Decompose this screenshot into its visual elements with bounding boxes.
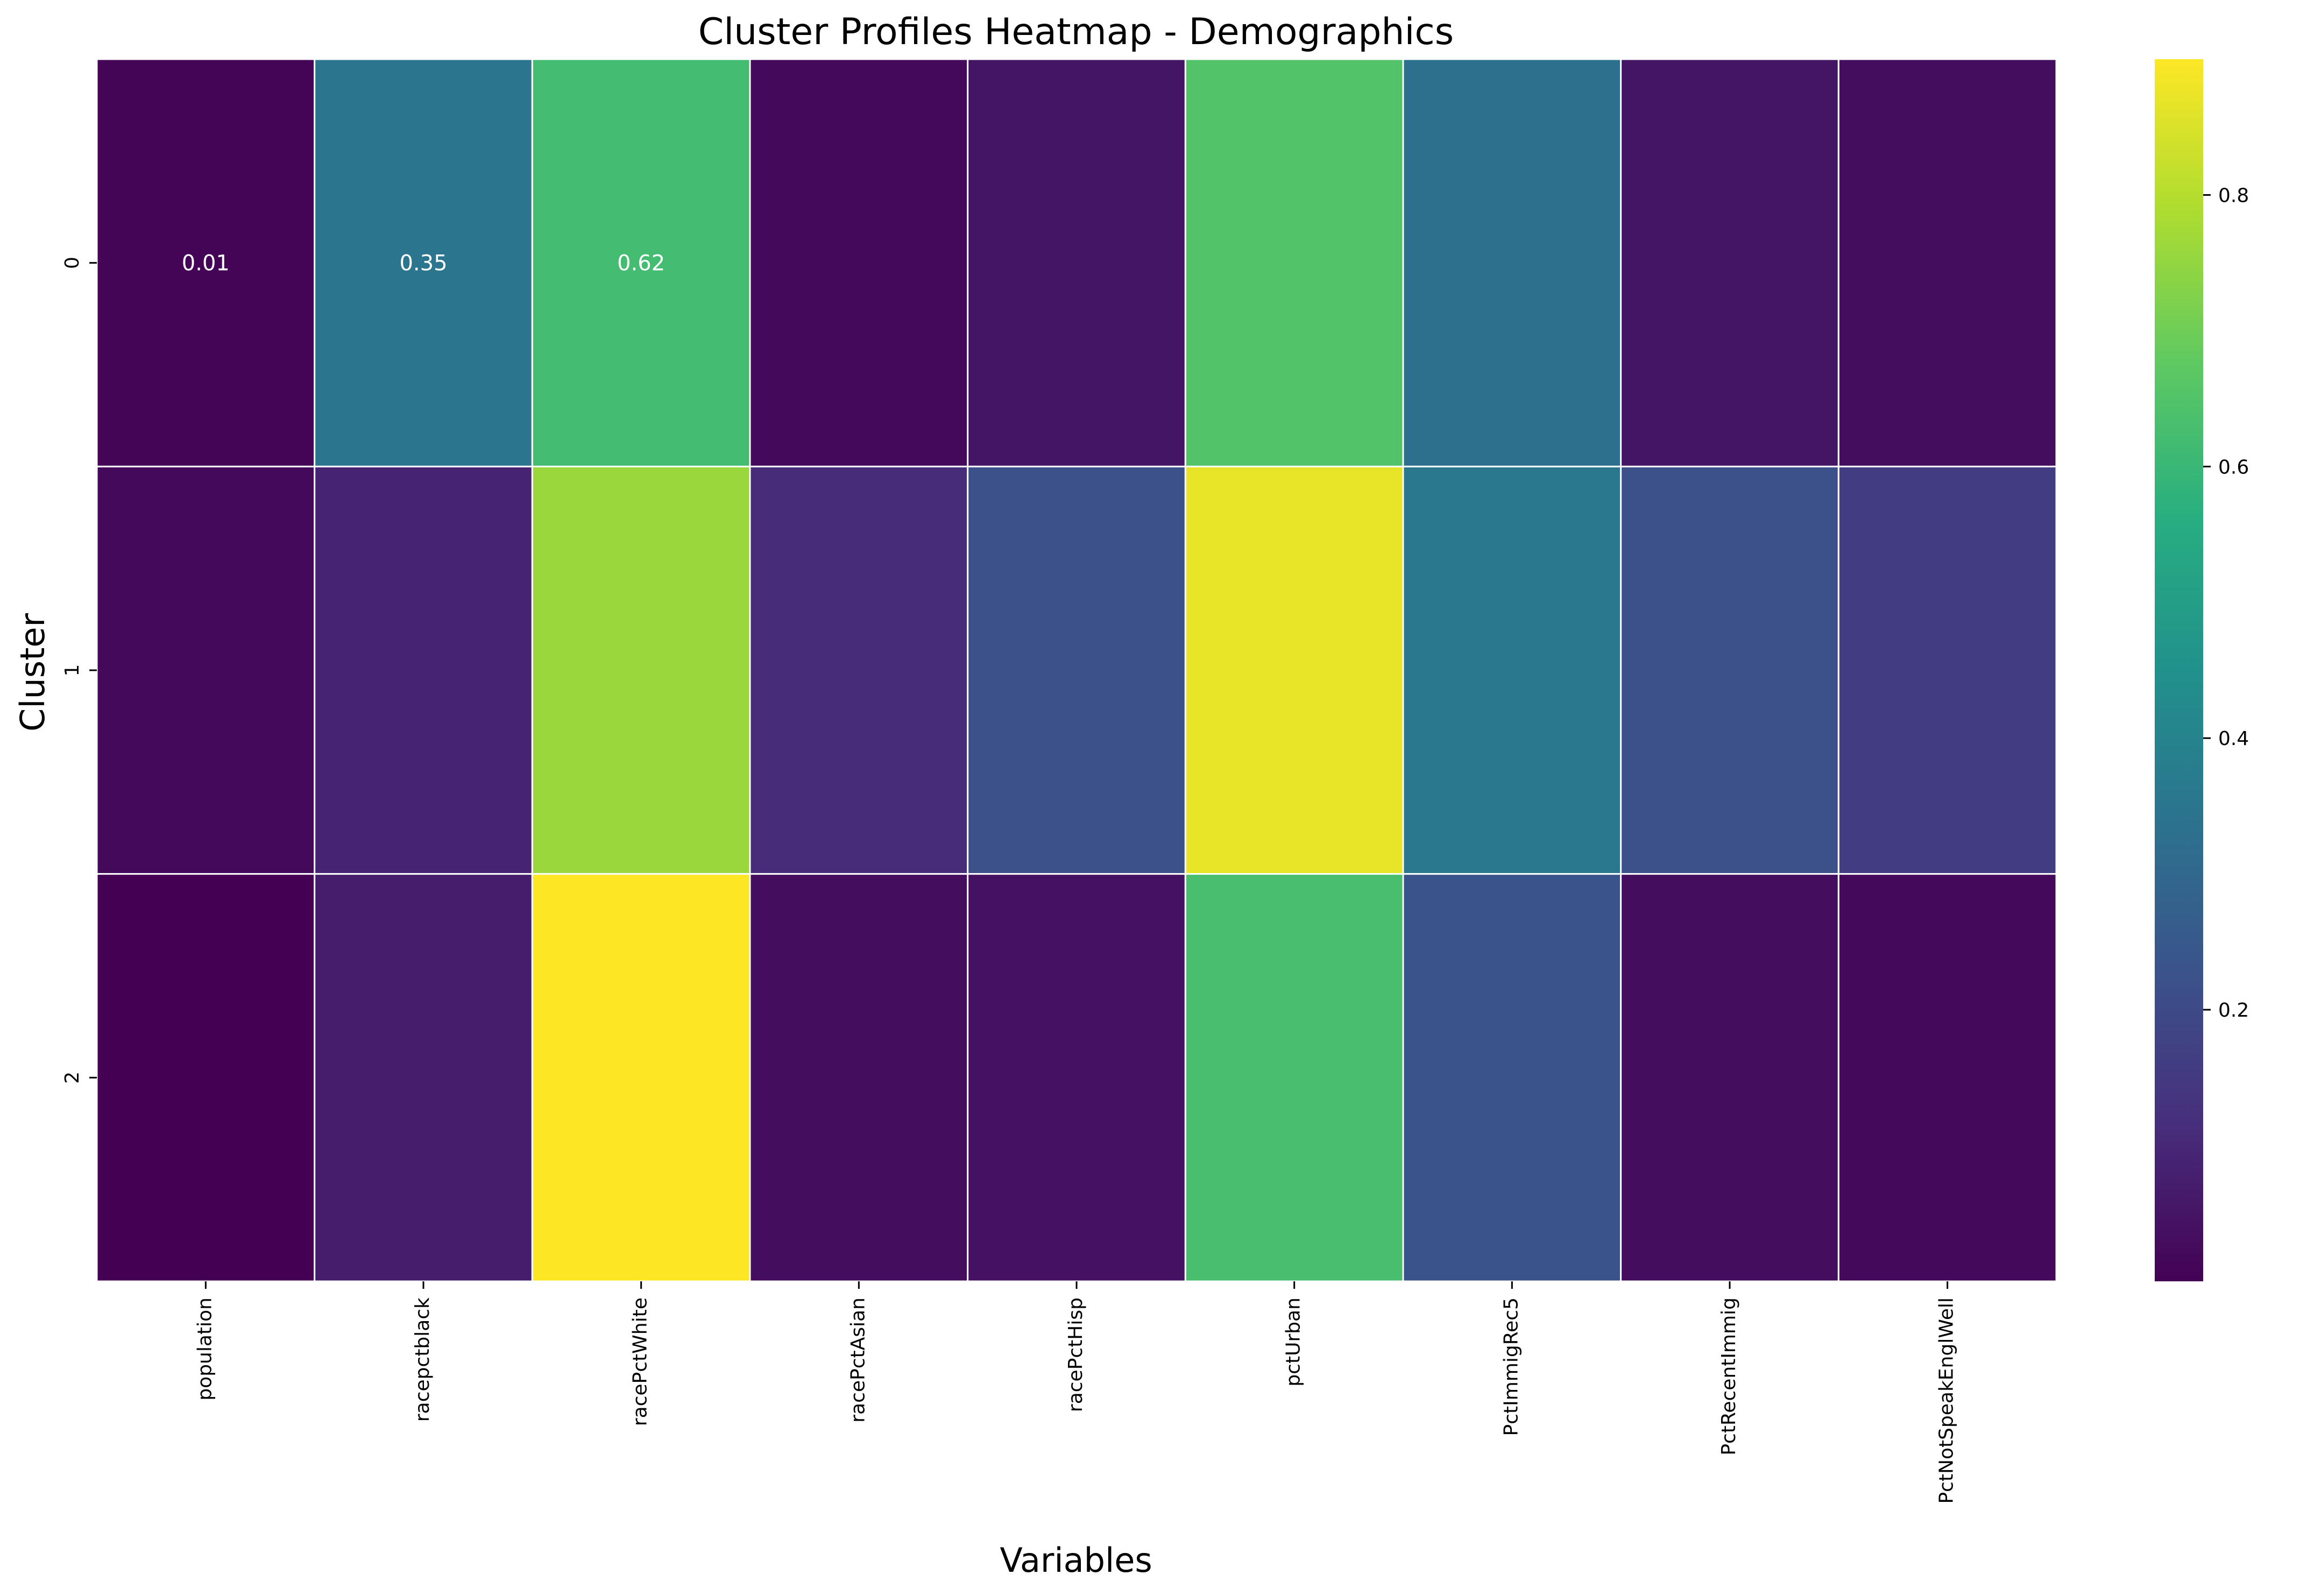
heatmap-cell	[967, 58, 1186, 467]
heatmap-cell	[96, 873, 316, 1282]
heatmap-cell	[967, 465, 1186, 875]
cell-value-label: 0.62	[617, 251, 665, 276]
heatmap-cell	[531, 873, 751, 1282]
heatmap-cell	[1184, 873, 1404, 1282]
heatmap-cell	[1402, 465, 1622, 875]
heatmap-cell	[314, 58, 533, 467]
y-tick-label: 2	[61, 1072, 83, 1084]
heatmap-cell	[1837, 465, 2057, 875]
cell-annotations: 0.01 0.35 0.62	[182, 251, 665, 276]
colorbar-tick-label: 0.4	[2218, 728, 2249, 750]
x-tick-label: PctNotSpeakEnglWell	[1936, 1297, 1958, 1504]
heatmap-cell	[1620, 873, 1839, 1282]
heatmap-cell	[749, 873, 969, 1282]
heatmap-cell	[314, 465, 533, 875]
x-tick-label: racepctblack	[412, 1297, 434, 1422]
x-axis-label: Variables	[1000, 1541, 1152, 1580]
heatmap-cell	[1184, 465, 1404, 875]
x-tick-label: PctImmigRec5	[1500, 1297, 1522, 1436]
heatmap-cell	[314, 873, 533, 1282]
x-tick-label: racePctWhite	[629, 1297, 652, 1426]
heatmap-cell	[1620, 58, 1839, 467]
heatmap-cell	[1837, 873, 2057, 1282]
heatmap-cells	[96, 58, 2057, 1282]
x-tick-label: PctRecentImmig	[1718, 1297, 1740, 1456]
colorbar-tick-label: 0.6	[2218, 456, 2249, 478]
heatmap-cell	[96, 58, 316, 467]
x-tick-label: racePctAsian	[847, 1297, 869, 1423]
colorbar-tick-label: 0.8	[2218, 185, 2249, 207]
heatmap-cell	[531, 465, 751, 875]
y-axis-label: Cluster	[13, 613, 52, 732]
heatmap-cell	[1837, 58, 2057, 467]
colorbar	[2155, 59, 2203, 1281]
heatmap-cell	[96, 465, 316, 875]
x-tick-label: racePctHisp	[1065, 1297, 1087, 1412]
heatmap-cell	[749, 58, 969, 467]
heatmap-cell	[749, 465, 969, 875]
y-tick-label: 1	[61, 664, 83, 677]
y-tick-label: 0	[61, 257, 83, 269]
heatmap-cell	[1402, 873, 1622, 1282]
colorbar-ticks: 0.2 0.4 0.6 0.8	[2203, 185, 2249, 1022]
colorbar-tick-label: 0.2	[2218, 999, 2249, 1022]
chart-title: Cluster Profiles Heatmap - Demographics	[698, 11, 1454, 53]
cell-value-label: 0.01	[182, 251, 230, 276]
y-axis-ticks: 0 1 2	[61, 257, 97, 1084]
heatmap-cell	[1620, 465, 1839, 875]
heatmap-cell	[1402, 58, 1622, 467]
heatmap-cell	[1184, 58, 1404, 467]
x-tick-label: pctUrban	[1283, 1297, 1305, 1387]
heatmap-cell	[531, 58, 751, 467]
heatmap-cell	[967, 873, 1186, 1282]
cell-value-label: 0.35	[399, 251, 447, 276]
x-axis-ticks: population racepctblack racePctWhite racePc…	[194, 1281, 1958, 1504]
x-tick-label: population	[194, 1297, 216, 1401]
